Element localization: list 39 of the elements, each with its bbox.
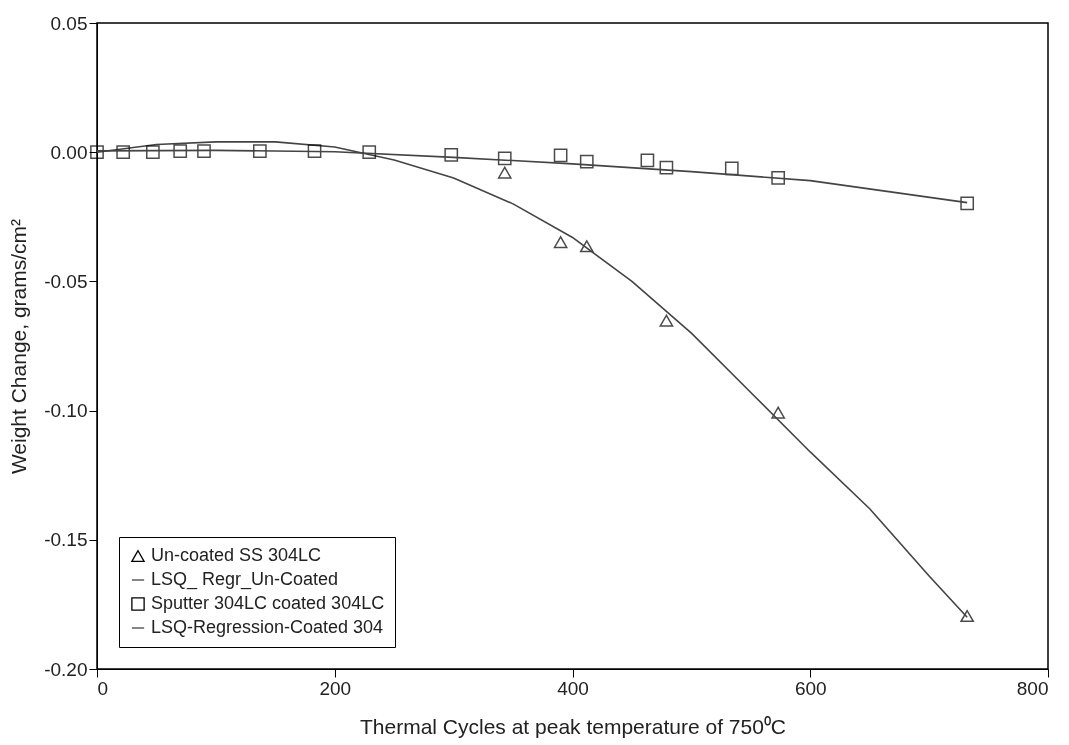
- point: [146, 145, 160, 160]
- point: [579, 154, 594, 169]
- point: [497, 166, 512, 179]
- point: [116, 145, 131, 160]
- x-tick-label: 600: [794, 677, 827, 699]
- x-tick-label: 800: [1016, 677, 1049, 699]
- x-tick-label: 400: [557, 677, 589, 699]
- point: [90, 145, 104, 160]
- point: [252, 144, 267, 159]
- point: [771, 406, 786, 419]
- legend-label: LSQ-Regression-Coated 304: [151, 617, 384, 637]
- point: [771, 170, 786, 185]
- y-tick-label: -0.10: [44, 400, 88, 422]
- y-tick-label: -0.20: [44, 658, 88, 680]
- point: [444, 147, 459, 162]
- legend-label: Un-coated SS 304LC: [151, 545, 322, 565]
- point: [197, 144, 211, 159]
- point: [173, 144, 188, 159]
- point: [659, 160, 674, 175]
- legend-label: Sputter 304LC coated 304LC: [151, 593, 385, 613]
- x-tick-label: 0: [97, 677, 109, 699]
- y-axis-title: Weight Change, grams/cm²: [7, 218, 31, 475]
- x-axis-title: Thermal Cycles at peak temperature of 750⁰C: [359, 714, 787, 738]
- y-tick-label: -0.15: [44, 529, 88, 551]
- point: [497, 151, 512, 166]
- point: [553, 236, 568, 249]
- point: [960, 196, 975, 211]
- y-tick-label: 0.05: [50, 12, 88, 34]
- y-tick-label: 0.00: [50, 141, 88, 163]
- point: [960, 609, 975, 623]
- point: [579, 240, 594, 253]
- point: [640, 153, 655, 168]
- point: [362, 145, 377, 160]
- point: [553, 148, 568, 163]
- point: [307, 144, 322, 159]
- legend-label: LSQ_ Regr_Un-Coated: [151, 569, 339, 590]
- y-tick-label: -0.05: [44, 270, 88, 292]
- x-tick-label: 200: [319, 677, 352, 699]
- point: [659, 314, 674, 327]
